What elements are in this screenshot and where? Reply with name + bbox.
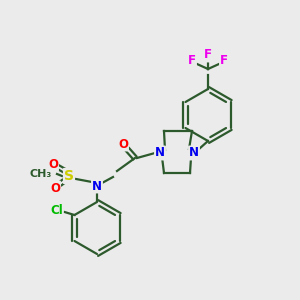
- Text: F: F: [204, 49, 212, 62]
- Text: F: F: [188, 55, 196, 68]
- Text: S: S: [64, 169, 74, 183]
- Text: N: N: [189, 146, 199, 160]
- Text: N: N: [155, 146, 165, 160]
- Text: F: F: [220, 55, 228, 68]
- Text: N: N: [92, 179, 102, 193]
- Text: CH₃: CH₃: [30, 169, 52, 179]
- Text: Cl: Cl: [50, 203, 63, 217]
- Text: O: O: [50, 182, 60, 194]
- Text: O: O: [118, 137, 128, 151]
- Text: O: O: [48, 158, 58, 170]
